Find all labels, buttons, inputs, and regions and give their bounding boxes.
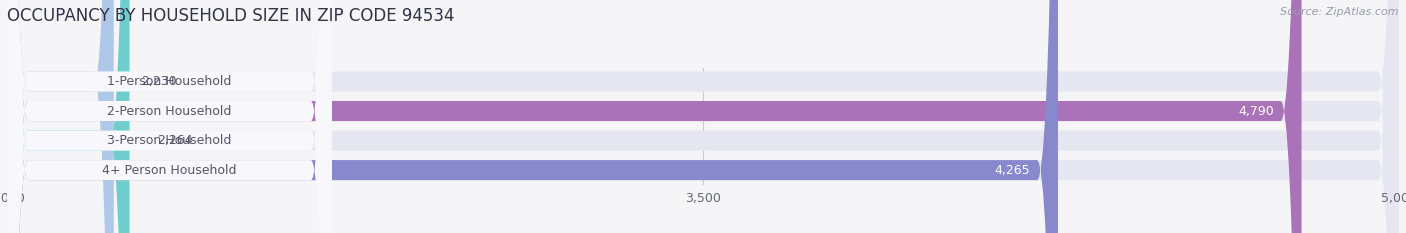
Text: Source: ZipAtlas.com: Source: ZipAtlas.com: [1281, 7, 1399, 17]
FancyBboxPatch shape: [7, 0, 1399, 233]
Text: 2-Person Household: 2-Person Household: [107, 105, 232, 117]
Text: 4,790: 4,790: [1237, 105, 1274, 117]
FancyBboxPatch shape: [7, 0, 1399, 233]
FancyBboxPatch shape: [7, 0, 114, 233]
FancyBboxPatch shape: [7, 0, 332, 233]
FancyBboxPatch shape: [7, 0, 1302, 233]
Text: 4,265: 4,265: [994, 164, 1031, 177]
FancyBboxPatch shape: [7, 0, 1399, 233]
Text: 1-Person Household: 1-Person Household: [107, 75, 232, 88]
Text: 2,230: 2,230: [142, 75, 177, 88]
Text: 2,264: 2,264: [157, 134, 193, 147]
Text: 4+ Person Household: 4+ Person Household: [103, 164, 236, 177]
FancyBboxPatch shape: [7, 0, 1399, 233]
FancyBboxPatch shape: [7, 0, 1057, 233]
FancyBboxPatch shape: [7, 0, 332, 233]
Text: 3-Person Household: 3-Person Household: [107, 134, 232, 147]
Text: OCCUPANCY BY HOUSEHOLD SIZE IN ZIP CODE 94534: OCCUPANCY BY HOUSEHOLD SIZE IN ZIP CODE …: [7, 7, 454, 25]
FancyBboxPatch shape: [7, 0, 332, 233]
FancyBboxPatch shape: [7, 0, 129, 233]
FancyBboxPatch shape: [7, 0, 332, 233]
